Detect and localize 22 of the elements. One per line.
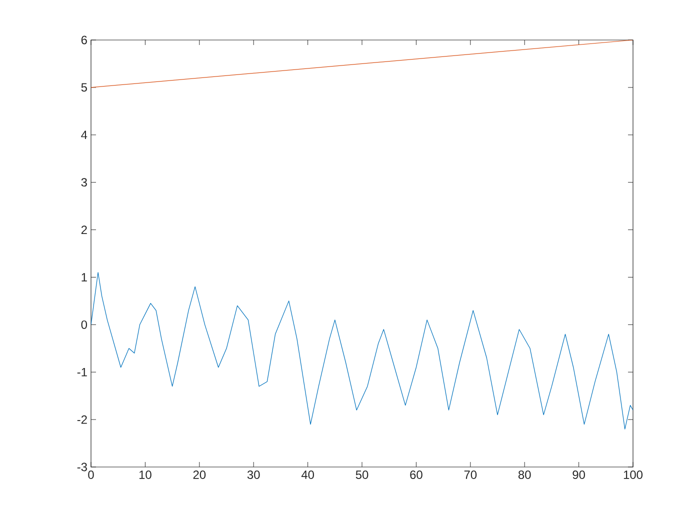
x-tick-label: 30	[247, 470, 260, 479]
x-tick-label: 90	[572, 470, 585, 479]
x-tick-label: 50	[356, 470, 368, 479]
y-tick-label: 5	[81, 83, 87, 92]
y-tick-label: 6	[81, 36, 87, 44]
x-tick-label: 80	[518, 470, 531, 479]
x-tick-label: 0	[88, 470, 94, 479]
y-tick-label: -2	[77, 415, 87, 424]
y-tick-label: -3	[77, 462, 87, 472]
y-tick-label: 3	[81, 178, 87, 187]
y-tick-label: 1	[82, 273, 87, 282]
y-tick-label: -1	[77, 368, 87, 376]
x-tick-label: 10	[139, 470, 152, 479]
x-tick-label: 40	[301, 470, 314, 479]
x-tick-label: 70	[464, 470, 477, 479]
x-tick-label: 20	[193, 470, 206, 479]
y-tick-label: 0	[81, 320, 88, 329]
line-series	[91, 272, 634, 430]
x-tick-label: 60	[410, 470, 422, 479]
x-tick-label: 100	[624, 470, 643, 479]
y-tick-label: 4	[81, 130, 88, 140]
y-tick-label: 2	[81, 226, 87, 234]
